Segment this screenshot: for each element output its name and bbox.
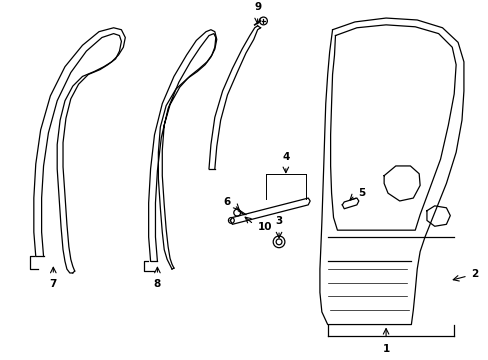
Text: 6: 6 bbox=[223, 197, 230, 207]
Text: 7: 7 bbox=[49, 279, 57, 289]
Text: 10: 10 bbox=[257, 222, 272, 232]
Text: 8: 8 bbox=[153, 279, 161, 289]
Text: 1: 1 bbox=[382, 344, 389, 354]
Text: 3: 3 bbox=[275, 216, 282, 226]
Text: 4: 4 bbox=[282, 152, 289, 162]
Text: 9: 9 bbox=[254, 2, 261, 12]
Text: 5: 5 bbox=[357, 188, 365, 198]
Text: 2: 2 bbox=[470, 269, 477, 279]
